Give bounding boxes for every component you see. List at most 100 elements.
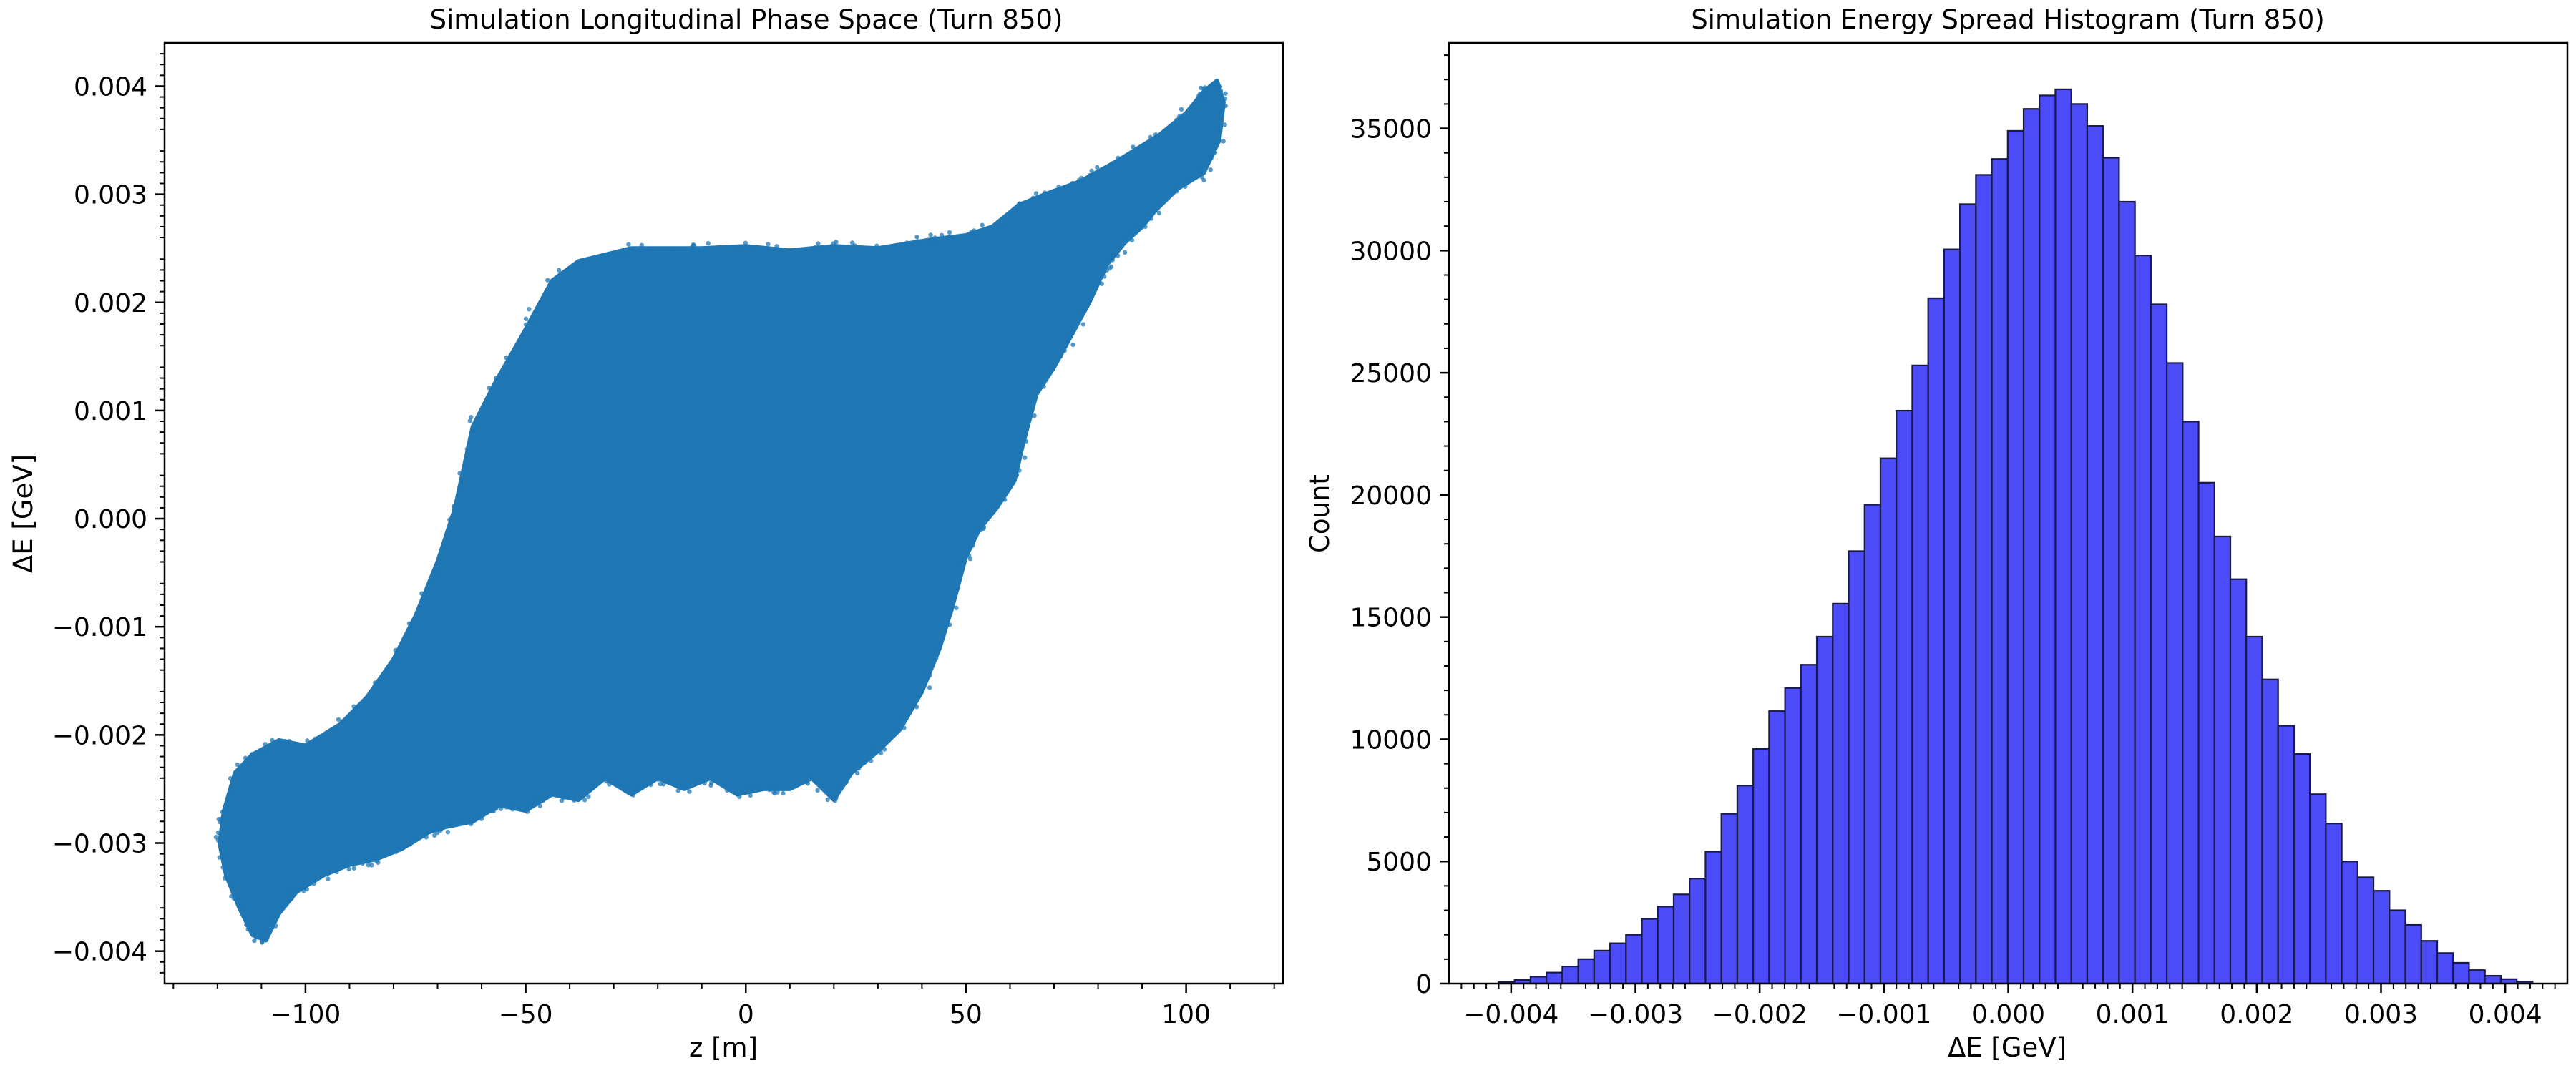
scatter-point xyxy=(525,809,530,814)
histogram-bar xyxy=(1720,813,1739,985)
scatter-point xyxy=(275,913,280,918)
histogram-y-tick-label: 25000 xyxy=(1350,359,1432,388)
scatter-point xyxy=(767,788,772,793)
scatter-point xyxy=(978,232,983,237)
scatter-y-tick-label: 0.000 xyxy=(74,505,147,534)
scatter-point xyxy=(330,727,335,733)
histogram-bar xyxy=(1625,934,1643,985)
scatter-point xyxy=(899,717,904,722)
scatter-point xyxy=(1039,197,1044,202)
scatter-point xyxy=(924,670,929,675)
scatter-point xyxy=(343,859,348,864)
scatter-point xyxy=(289,896,294,901)
scatter-point xyxy=(429,578,434,583)
histogram-bar xyxy=(2213,535,2232,985)
histogram-bar xyxy=(1991,158,2009,985)
scatter-point xyxy=(479,816,484,821)
histogram-x-axis-label: ΔE [GeV] xyxy=(1948,1032,2067,1063)
scatter-y-tick-label: 0.002 xyxy=(74,289,147,318)
scatter-point xyxy=(474,424,480,429)
scatter-point xyxy=(743,240,748,245)
scatter-point xyxy=(585,788,590,793)
scatter-point xyxy=(835,244,841,249)
histogram-x-tick-label: 0.004 xyxy=(2469,1000,2542,1029)
scatter-point xyxy=(577,263,582,268)
histogram-bar xyxy=(2261,678,2279,985)
scatter-y-tick-label: 0.003 xyxy=(74,181,147,210)
scatter-point xyxy=(986,515,991,520)
scatter-point xyxy=(249,752,255,757)
scatter-point xyxy=(1176,114,1182,119)
scatter-x-axis-label: z [m] xyxy=(689,1032,758,1063)
scatter-point xyxy=(834,240,839,245)
histogram-bar xyxy=(1593,949,1611,985)
scatter-point xyxy=(411,836,416,841)
scatter-point xyxy=(1082,308,1088,313)
scatter-point xyxy=(507,361,512,366)
scatter-point xyxy=(260,939,265,944)
scatter-point xyxy=(829,245,834,250)
scatter-point xyxy=(1056,184,1061,190)
histogram-x-tick-label: −0.004 xyxy=(1463,1000,1558,1029)
scatter-point xyxy=(510,807,515,812)
scatter-point xyxy=(1017,468,1022,473)
scatter-point xyxy=(632,249,637,254)
scatter-point xyxy=(1012,474,1018,479)
scatter-point xyxy=(1153,208,1158,213)
scatter-point xyxy=(590,785,595,790)
scatter-point xyxy=(462,463,467,469)
scatter-point xyxy=(334,869,339,875)
histogram-bar xyxy=(2468,969,2486,985)
scatter-point xyxy=(218,816,224,821)
scatter-point xyxy=(626,242,631,247)
scatter-point xyxy=(486,402,491,407)
scatter-point xyxy=(1028,413,1033,418)
scatter-point xyxy=(555,790,560,795)
scatter-point xyxy=(305,738,310,743)
scatter-point xyxy=(1221,139,1226,144)
scatter-point xyxy=(243,755,248,760)
histogram-bar xyxy=(2341,861,2358,985)
histogram-bar xyxy=(2436,952,2454,985)
scatter-point xyxy=(779,250,784,255)
scatter-point xyxy=(504,805,509,810)
scatter-point xyxy=(1017,435,1023,440)
scatter-point xyxy=(1183,184,1188,189)
histogram-y-tick-label: 5000 xyxy=(1366,848,1432,877)
scatter-point xyxy=(395,657,400,662)
scatter-point xyxy=(227,871,233,876)
scatter-point xyxy=(1093,283,1098,288)
scatter-point xyxy=(1085,300,1091,305)
scatter-point xyxy=(228,880,233,885)
scatter-point xyxy=(827,786,832,791)
scatter-point xyxy=(1046,369,1051,375)
histogram-bar xyxy=(2420,940,2439,985)
scatter-point xyxy=(766,242,771,247)
scatter-point xyxy=(708,783,713,788)
scatter-point xyxy=(954,605,959,610)
scatter-point xyxy=(343,863,348,868)
histogram-y-axis-label: Count xyxy=(1304,474,1335,553)
histogram-bar xyxy=(2372,890,2391,985)
histogram-y-tick-label: 35000 xyxy=(1350,115,1432,144)
histogram-bar xyxy=(1546,971,1563,985)
scatter-point xyxy=(376,860,381,865)
scatter-point xyxy=(532,320,537,325)
scatter-point xyxy=(1116,253,1121,258)
scatter-point xyxy=(351,704,356,709)
scatter-point xyxy=(927,673,932,678)
scatter-point xyxy=(459,486,464,491)
scatter-point xyxy=(1048,366,1054,371)
scatter-point xyxy=(264,937,269,942)
scatter-point xyxy=(432,833,437,838)
histogram-bar xyxy=(2293,753,2311,985)
scatter-point xyxy=(1196,93,1201,98)
scatter-point xyxy=(668,248,673,253)
scatter-point xyxy=(1148,134,1153,139)
scatter-point xyxy=(742,245,747,250)
histogram-bar xyxy=(1943,248,1961,985)
scatter-point xyxy=(440,545,445,550)
scatter-point xyxy=(816,241,821,246)
scatter-point xyxy=(1174,183,1179,188)
scatter-point xyxy=(1176,122,1181,128)
